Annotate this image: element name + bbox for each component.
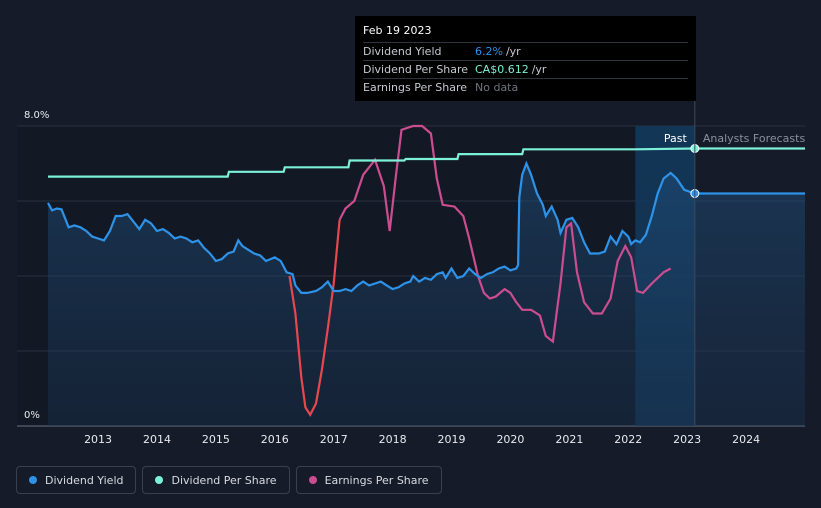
past-region-label: Past (664, 132, 688, 145)
series-layer (47, 124, 805, 426)
hover-tooltip: Feb 19 2023 Dividend Yield 6.2% /yr Divi… (355, 16, 696, 101)
legend-label: Dividend Yield (45, 473, 124, 487)
tooltip-label: Dividend Yield (363, 45, 442, 58)
dividend-yield-line (47, 160, 805, 294)
tooltip-row-earnings-per-share: Earnings Per Share No data (363, 78, 688, 96)
legend-item-dividend-per-share[interactable]: Dividend Per Share (142, 466, 290, 494)
x-axis-tick-label: 2018 (379, 433, 407, 446)
x-axis-tick-label: 2013 (84, 433, 112, 446)
axis-layer: 8.0% 0% 2013 2014 2015 2016 2017 2018 2019 2020 20… (24, 110, 760, 446)
x-axis-tick-label: 2024 (732, 433, 760, 446)
y-axis-tick-label-bottom: 0% (24, 410, 40, 421)
tooltip-row-dividend-yield: Dividend Yield 6.2% /yr (363, 42, 688, 60)
x-axis-tick-label: 2020 (496, 433, 524, 446)
tooltip-value: CA$0.612 (475, 63, 529, 76)
tooltip-row-dividend-per-share: Dividend Per Share CA$0.612 /yr (363, 60, 688, 78)
tooltip-value: No data (475, 81, 519, 94)
x-axis-tick-label: 2014 (143, 433, 171, 446)
x-axis-tick-label: 2019 (438, 433, 466, 446)
legend-dot-icon (29, 476, 37, 484)
legend-item-earnings-per-share[interactable]: Earnings Per Share (295, 466, 442, 494)
x-axis-tick-label: 2015 (202, 433, 230, 446)
tooltip-value: 6.2% (475, 45, 503, 58)
x-axis-tick-label: 2017 (320, 433, 348, 446)
legend-dot-icon (308, 476, 317, 484)
legend-label: Dividend Per Share (171, 473, 277, 487)
chart-legend: Dividend Yield Dividend Per Share Earnin… (16, 466, 442, 494)
legend-label: Earnings Per Share (324, 473, 429, 487)
dividend-yield-area (48, 163, 805, 426)
legend-dot-icon (155, 476, 164, 484)
x-axis-tick-label: 2016 (261, 433, 289, 446)
tooltip-unit: /yr (505, 45, 521, 58)
x-axis-tick-label: 2022 (614, 433, 642, 446)
x-axis-tick-label: 2023 (673, 433, 701, 446)
legend-item-dividend-yield[interactable]: Dividend Yield (16, 466, 137, 494)
tooltip-label: Dividend Per Share (363, 63, 469, 76)
forecast-region-label: Analysts Forecasts (703, 132, 806, 145)
earnings-per-share-line (338, 124, 672, 344)
earnings-per-share-line-segment (288, 219, 341, 418)
tooltip-date: Feb 19 2023 (363, 24, 432, 37)
tooltip-label: Earnings Per Share (363, 81, 468, 94)
tooltip-unit: /yr (531, 63, 547, 76)
dividend-per-share-line (48, 147, 805, 178)
y-axis-tick-label-top: 8.0% (24, 110, 49, 121)
x-axis-tick-label: 2021 (555, 433, 583, 446)
